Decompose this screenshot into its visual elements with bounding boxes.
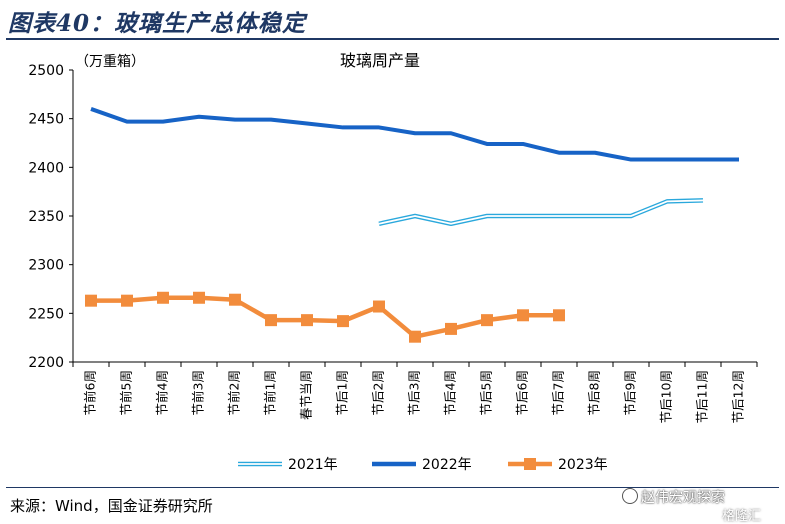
x-tick-label: 节前6周 <box>83 370 98 415</box>
x-tick-label: 节前3周 <box>191 370 206 415</box>
data-point <box>301 314 313 327</box>
data-point <box>409 330 421 343</box>
data-point <box>265 314 277 327</box>
data-point <box>337 315 349 328</box>
series-layer <box>85 107 739 343</box>
y-tick-label: 2300 <box>28 258 64 274</box>
series-line <box>90 107 739 162</box>
data-point <box>373 300 385 313</box>
x-tick-label: 节前2周 <box>227 370 242 415</box>
line-chart: 玻璃周产量 （万重箱） 2200 2250 2300 2350 2400 2450 2500… <box>28 51 758 473</box>
y-tick-label: 2450 <box>28 112 64 128</box>
series-0 <box>378 198 704 227</box>
watermark-text: 赵伟宏观探索 <box>641 490 725 506</box>
series-line <box>378 198 704 227</box>
x-tick-label: 节后10周 <box>659 370 674 423</box>
x-tick-label: 节前5周 <box>119 370 134 415</box>
chart-title: 玻璃周产量 <box>340 51 420 70</box>
data-point <box>481 314 493 327</box>
x-tick-label: 节后6周 <box>515 370 530 415</box>
axes: 2200 2250 2300 2350 2400 2450 2500 节前6周 节前5周 节前4周… <box>28 63 758 423</box>
watermark: 赵伟宏观探索 <box>622 487 725 507</box>
data-point <box>517 309 529 322</box>
x-tick-label: 节后11周 <box>695 370 710 423</box>
source-note: 来源：Wind，国金证券研究所 <box>10 497 213 515</box>
y-tick-label: 2500 <box>28 63 64 79</box>
x-tick-label: 节前1周 <box>263 370 278 415</box>
y-tick-label: 2400 <box>28 160 64 176</box>
data-point <box>445 322 457 335</box>
series-2 <box>85 291 565 343</box>
x-tick-label: 节后9周 <box>623 370 638 415</box>
series-1 <box>90 107 739 162</box>
x-tick-label: 节后4周 <box>443 370 458 415</box>
legend-marker <box>524 458 536 470</box>
x-tick-label: 节后1周 <box>335 370 350 415</box>
legend: 2021年 2022年 2023年 <box>238 457 608 473</box>
y-tick-label: 2350 <box>28 209 64 225</box>
data-point <box>229 293 241 306</box>
x-tick-label: 节前4周 <box>155 370 170 415</box>
title-divider <box>6 38 779 40</box>
x-tick-label: 节后5周 <box>479 370 494 415</box>
figure-title: 图表40：玻璃生产总体稳定 <box>8 10 307 37</box>
y-tick-label: 2200 <box>28 355 64 371</box>
wechat-icon <box>622 488 638 504</box>
y-unit-label: （万重箱） <box>75 54 145 70</box>
legend-label: 2023年 <box>558 457 608 473</box>
data-point <box>121 294 133 307</box>
x-tick-label: 节后12周 <box>731 370 746 423</box>
legend-label: 2021年 <box>288 457 338 473</box>
x-tick-label: 节后8周 <box>587 370 602 415</box>
x-tick-label: 节后3周 <box>407 370 422 415</box>
data-point <box>193 291 205 304</box>
series-line-inner <box>378 199 704 225</box>
source-divider <box>6 487 779 488</box>
x-tick-label: 节后7周 <box>551 370 566 415</box>
y-tick-label: 2250 <box>28 306 64 322</box>
legend-label: 2022年 <box>422 457 472 473</box>
data-point <box>157 291 169 304</box>
data-point <box>553 309 565 322</box>
data-point <box>85 294 97 307</box>
watermark-brand: 格隆汇 <box>722 509 762 524</box>
x-tick-label: 春节当周 <box>299 370 314 420</box>
x-tick-label: 节后2周 <box>371 370 386 415</box>
